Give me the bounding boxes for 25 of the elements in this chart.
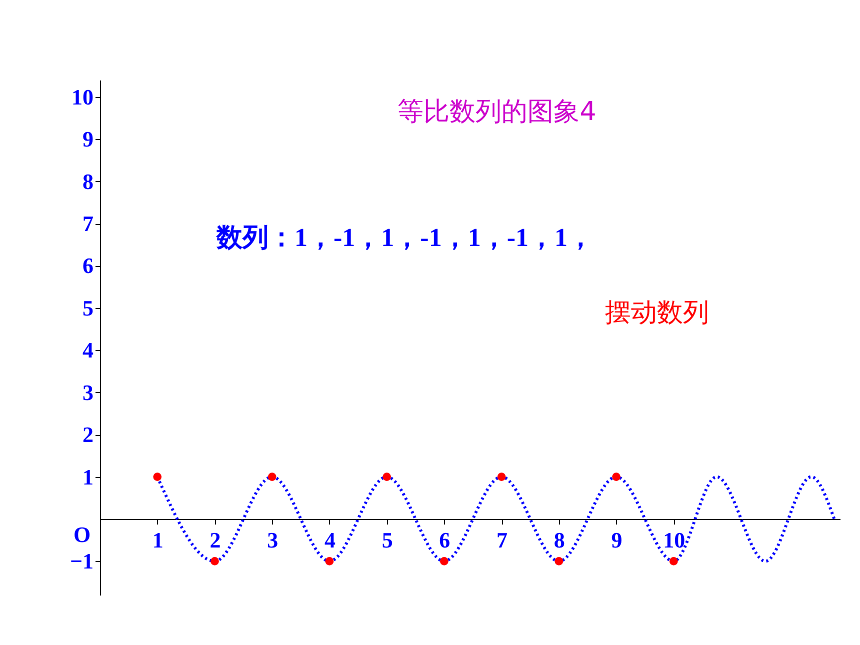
x-tick-label: 4 [324,528,336,553]
x-tick-label: 10 [663,528,686,553]
x-tick-label: 3 [267,528,278,553]
x-tick-label: 8 [554,528,565,553]
x-tick-label: 6 [439,528,450,553]
y-tick-label: 6 [82,253,94,278]
y-tick-label: −1 [70,548,94,574]
y-tick-label: 8 [82,168,94,194]
text: 等比数列的图象4 [398,97,596,127]
x-tick-label: 5 [382,528,393,553]
annotation: 数列：1，-1，1，-1，1，-1，1， [216,223,594,252]
y-tick-label: 4 [82,338,94,363]
y-tick-label: 10 [72,84,94,110]
text: O [73,522,91,548]
x-tick-label: 9 [611,528,622,553]
y-tick-label: 5 [82,295,94,320]
y-tick-label: 7 [82,211,94,236]
x-tick-label: 1 [152,528,164,553]
x-tick-label: 7 [496,528,508,553]
y-tick-label: 1 [82,464,94,490]
y-tick-label: 3 [82,380,94,405]
annotation: 摆动数列 [605,298,709,328]
y-tick-label: 2 [82,422,94,448]
x-tick-label: 2 [210,528,221,553]
y-tick-label: 9 [82,126,94,152]
